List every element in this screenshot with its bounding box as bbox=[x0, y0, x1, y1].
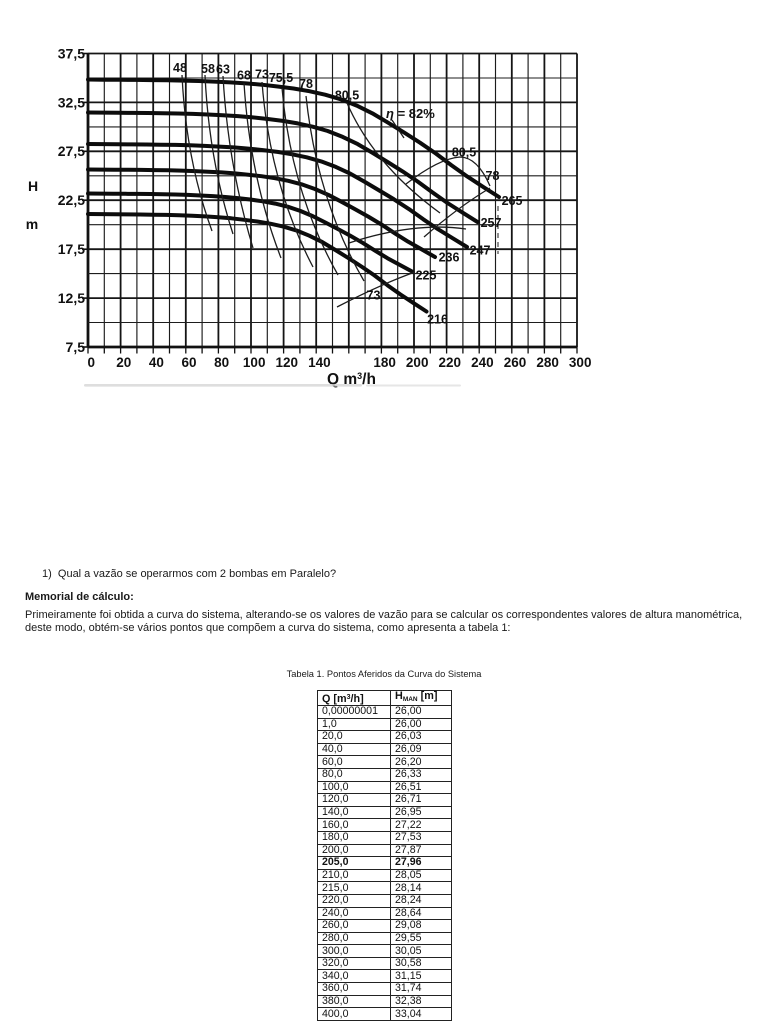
svg-text:80: 80 bbox=[214, 355, 229, 370]
svg-text:80,5: 80,5 bbox=[335, 88, 359, 102]
svg-text:80,5: 80,5 bbox=[452, 145, 476, 159]
svg-text:7,5: 7,5 bbox=[66, 339, 86, 355]
svg-text:η = 82%: η = 82% bbox=[386, 106, 435, 121]
svg-text:140: 140 bbox=[308, 355, 331, 370]
svg-text:60: 60 bbox=[181, 355, 196, 370]
svg-text:17,5: 17,5 bbox=[58, 241, 85, 257]
svg-text:20: 20 bbox=[116, 355, 131, 370]
svg-text:58: 58 bbox=[201, 62, 215, 76]
svg-text:220: 220 bbox=[439, 355, 462, 370]
svg-text:m: m bbox=[26, 216, 38, 232]
svg-text:78: 78 bbox=[486, 169, 500, 183]
svg-text:73: 73 bbox=[255, 67, 269, 81]
svg-text:48: 48 bbox=[173, 61, 187, 75]
svg-text:Q m3/h: Q m3/h bbox=[327, 371, 376, 388]
svg-text:32,5: 32,5 bbox=[58, 94, 85, 110]
svg-text:260: 260 bbox=[504, 355, 527, 370]
svg-text:H: H bbox=[28, 178, 38, 194]
svg-text:236: 236 bbox=[439, 250, 460, 264]
svg-text:280: 280 bbox=[536, 355, 559, 370]
svg-text:27,5: 27,5 bbox=[58, 143, 85, 159]
svg-text:22,5: 22,5 bbox=[58, 192, 85, 208]
svg-text:37,5: 37,5 bbox=[58, 45, 85, 61]
svg-text:225: 225 bbox=[416, 268, 437, 282]
svg-text:100: 100 bbox=[243, 355, 266, 370]
svg-text:265: 265 bbox=[502, 194, 523, 208]
svg-text:12,5: 12,5 bbox=[58, 290, 85, 306]
svg-text:240: 240 bbox=[471, 355, 494, 370]
svg-text:0: 0 bbox=[87, 355, 95, 370]
svg-text:200: 200 bbox=[406, 355, 429, 370]
svg-text:216: 216 bbox=[427, 312, 448, 326]
svg-text:68: 68 bbox=[237, 68, 251, 82]
svg-text:120: 120 bbox=[276, 355, 299, 370]
svg-text:257: 257 bbox=[481, 216, 502, 230]
svg-text:180: 180 bbox=[373, 355, 396, 370]
svg-text:300: 300 bbox=[569, 355, 592, 370]
svg-text:75,5: 75,5 bbox=[269, 71, 293, 85]
svg-text:63: 63 bbox=[216, 62, 230, 76]
svg-text:73: 73 bbox=[367, 288, 381, 302]
svg-text:247: 247 bbox=[470, 243, 491, 257]
svg-text:78: 78 bbox=[299, 77, 313, 91]
svg-text:40: 40 bbox=[149, 355, 164, 370]
